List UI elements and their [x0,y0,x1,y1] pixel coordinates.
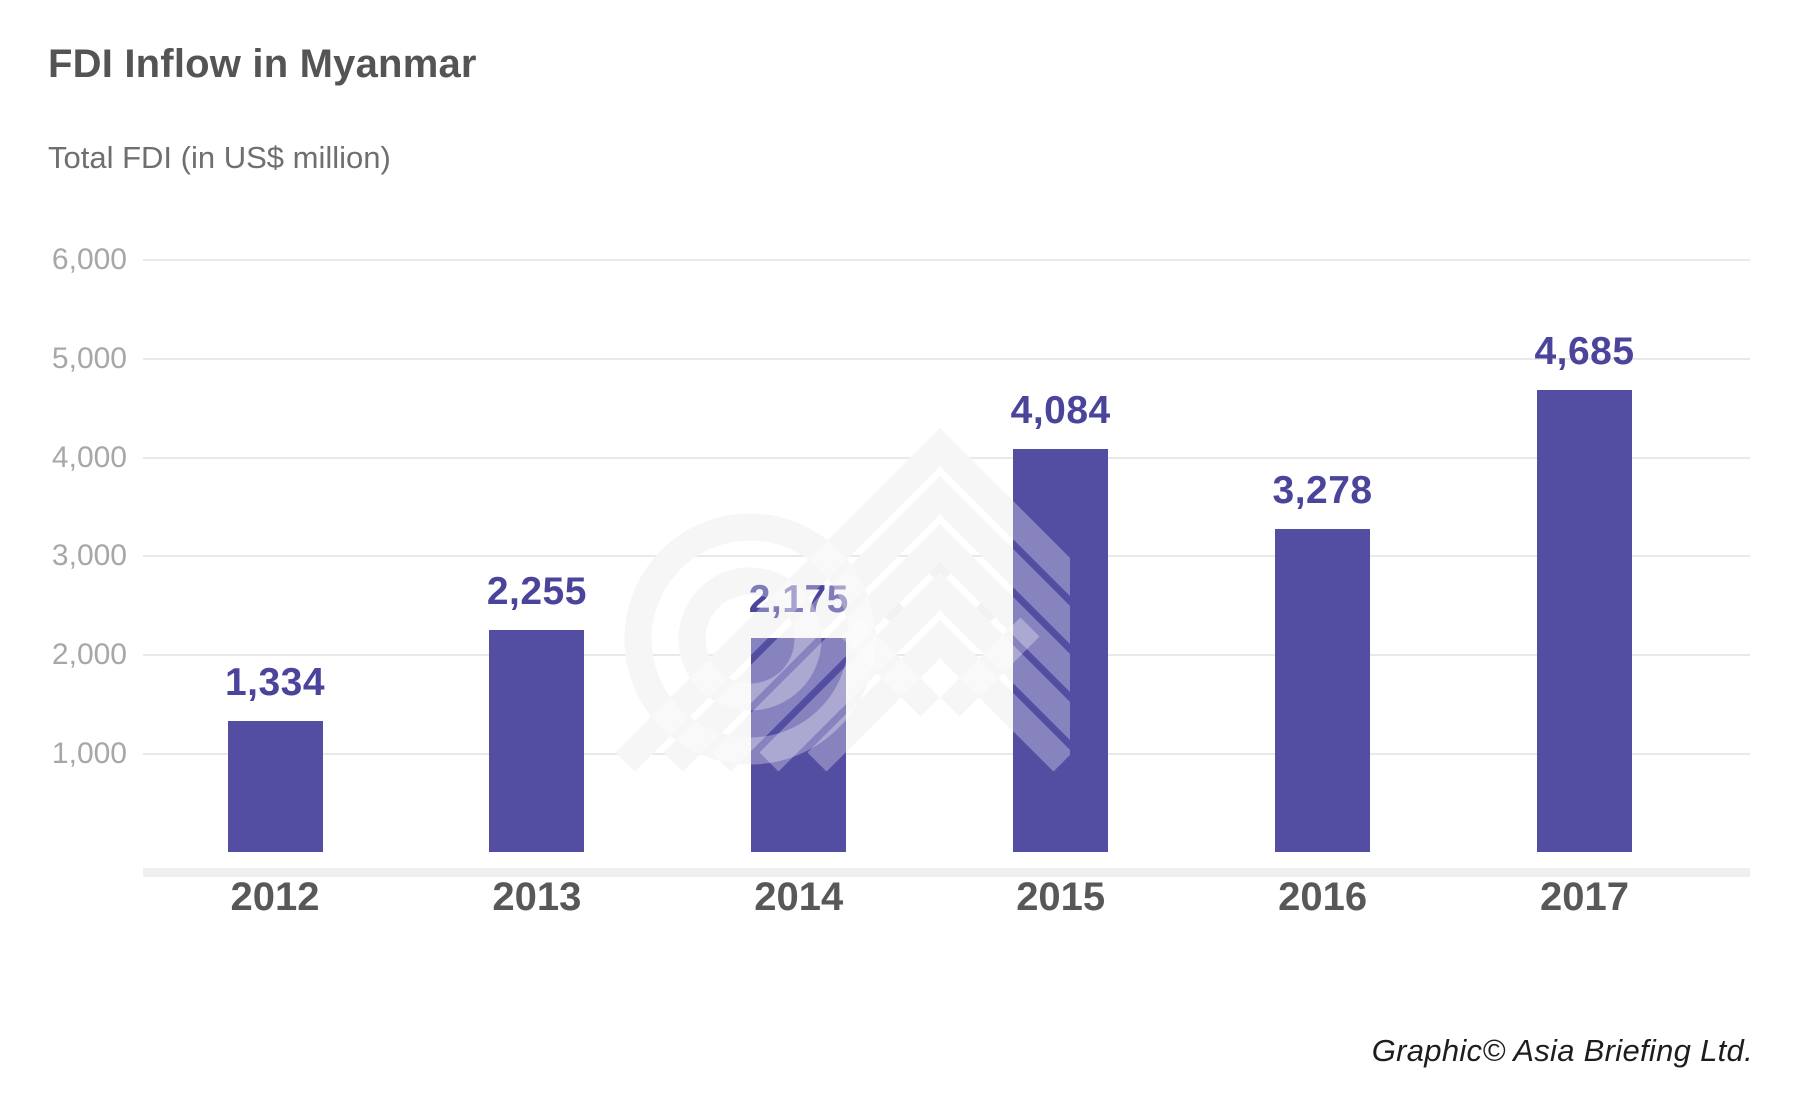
y-axis-tick-label: 1,000 [51,736,127,770]
y-axis-tick-label: 5,000 [51,342,127,375]
bar-2012 [227,720,323,853]
bar-2016 [1275,528,1371,853]
gridline-1,000 [143,752,1750,755]
x-axis-year-label-2013: 2013 [492,875,582,919]
x-axis-line [143,868,1750,877]
graphic-credit: Graphic© Asia Briefing Ltd. [1371,1033,1753,1068]
bar-2017 [1537,390,1632,853]
bar-2014 [751,637,847,853]
bar-value-label-2012: 1,334 [224,660,326,704]
bar-2013 [489,629,585,853]
bar-value-label-2014: 2,175 [748,577,849,621]
asia-briefing-logo-watermark-overlay [615,427,1070,772]
y-axis-tick-label: 3,000 [51,539,127,573]
x-axis-year-label-2014: 2014 [754,875,844,919]
bar-value-label-2017: 4,685 [1534,330,1635,374]
chart-y-axis-unit-label: Total FDI (in US$ million) [48,140,391,175]
gridline-6,000 [143,259,1750,262]
bar-2015 [1013,449,1109,853]
y-axis-tick-label: 4,000 [51,440,127,474]
x-axis-year-label-2016: 2016 [1278,875,1368,919]
bar-value-label-2015: 4,084 [1010,389,1111,433]
gridline-5,000 [143,358,1750,360]
bar-value-label-2016: 3,278 [1272,468,1373,512]
y-axis-tick-label: 6,000 [51,243,127,277]
y-axis-tick-label: 2,000 [51,638,127,672]
x-axis-year-label-2015: 2015 [1016,875,1106,919]
bar-value-label-2013: 2,255 [486,569,587,613]
x-axis-year-label-2017: 2017 [1540,875,1629,919]
chart-title: FDI Inflow in Myanmar [48,42,477,86]
x-axis-year-label-2012: 2012 [230,875,320,919]
